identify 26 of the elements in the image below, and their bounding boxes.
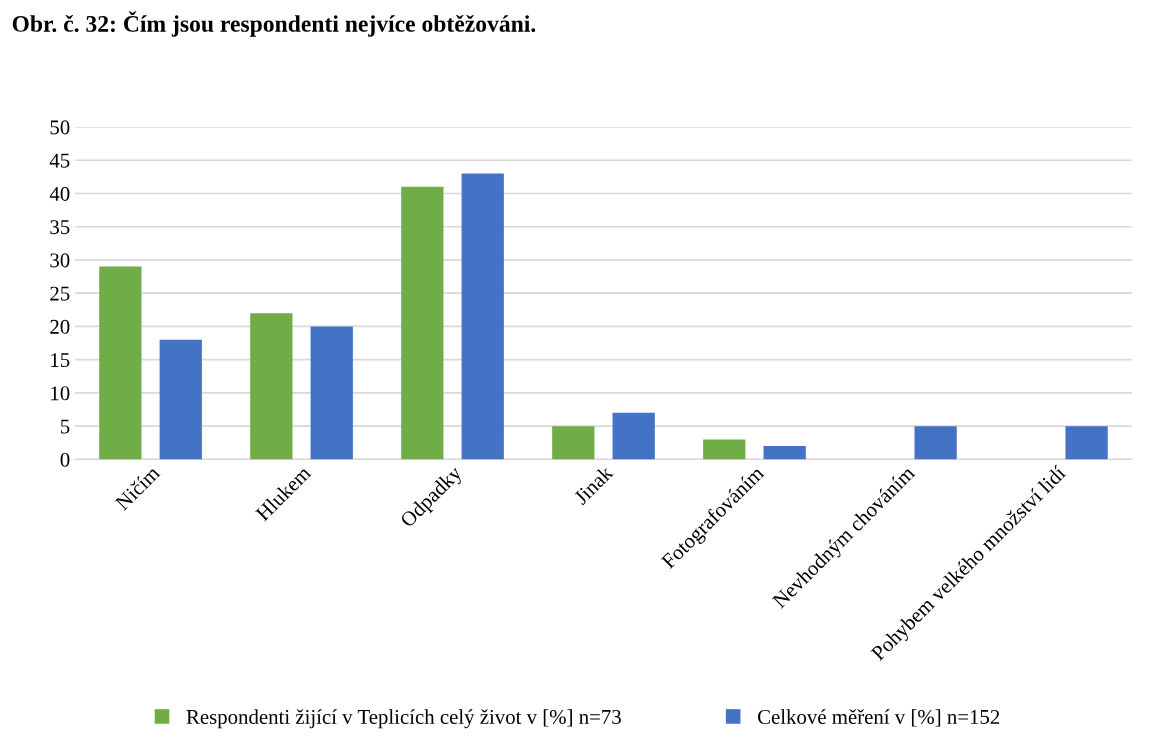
bar (401, 186, 444, 460)
bar (763, 446, 806, 460)
y-tick-label: 5 (61, 419, 70, 434)
legend-label: Respondenti žijící v Teplicích celý život v [%] n=73 (186, 709, 621, 729)
y-tick-label: 15 (51, 353, 70, 368)
y-tick-label: 0 (60, 452, 70, 467)
bar (310, 326, 353, 460)
y-tick-label: 25 (50, 286, 70, 301)
y-tick-label: 30 (50, 253, 70, 268)
bar (99, 266, 142, 460)
y-tick-label: 40 (49, 186, 70, 201)
y-tick-label: 50 (50, 120, 70, 135)
bar (914, 426, 957, 460)
bar (552, 426, 595, 460)
bar (612, 412, 655, 460)
bar (703, 439, 746, 460)
y-tick-label: 35 (50, 220, 70, 235)
y-tick-label: 20 (50, 319, 70, 334)
y-tick-label: 10 (51, 386, 70, 401)
bar (1065, 426, 1108, 460)
chart-title: Obr. č. 32: Čím jsou respondenti nejvíce obtěžováni. (12, 11, 536, 37)
y-tick-label: 45 (49, 153, 70, 168)
bar (159, 339, 202, 460)
bar (250, 313, 293, 460)
bar (461, 173, 504, 460)
legend-label: Celkové měření v [%] n=152 (757, 709, 1000, 727)
